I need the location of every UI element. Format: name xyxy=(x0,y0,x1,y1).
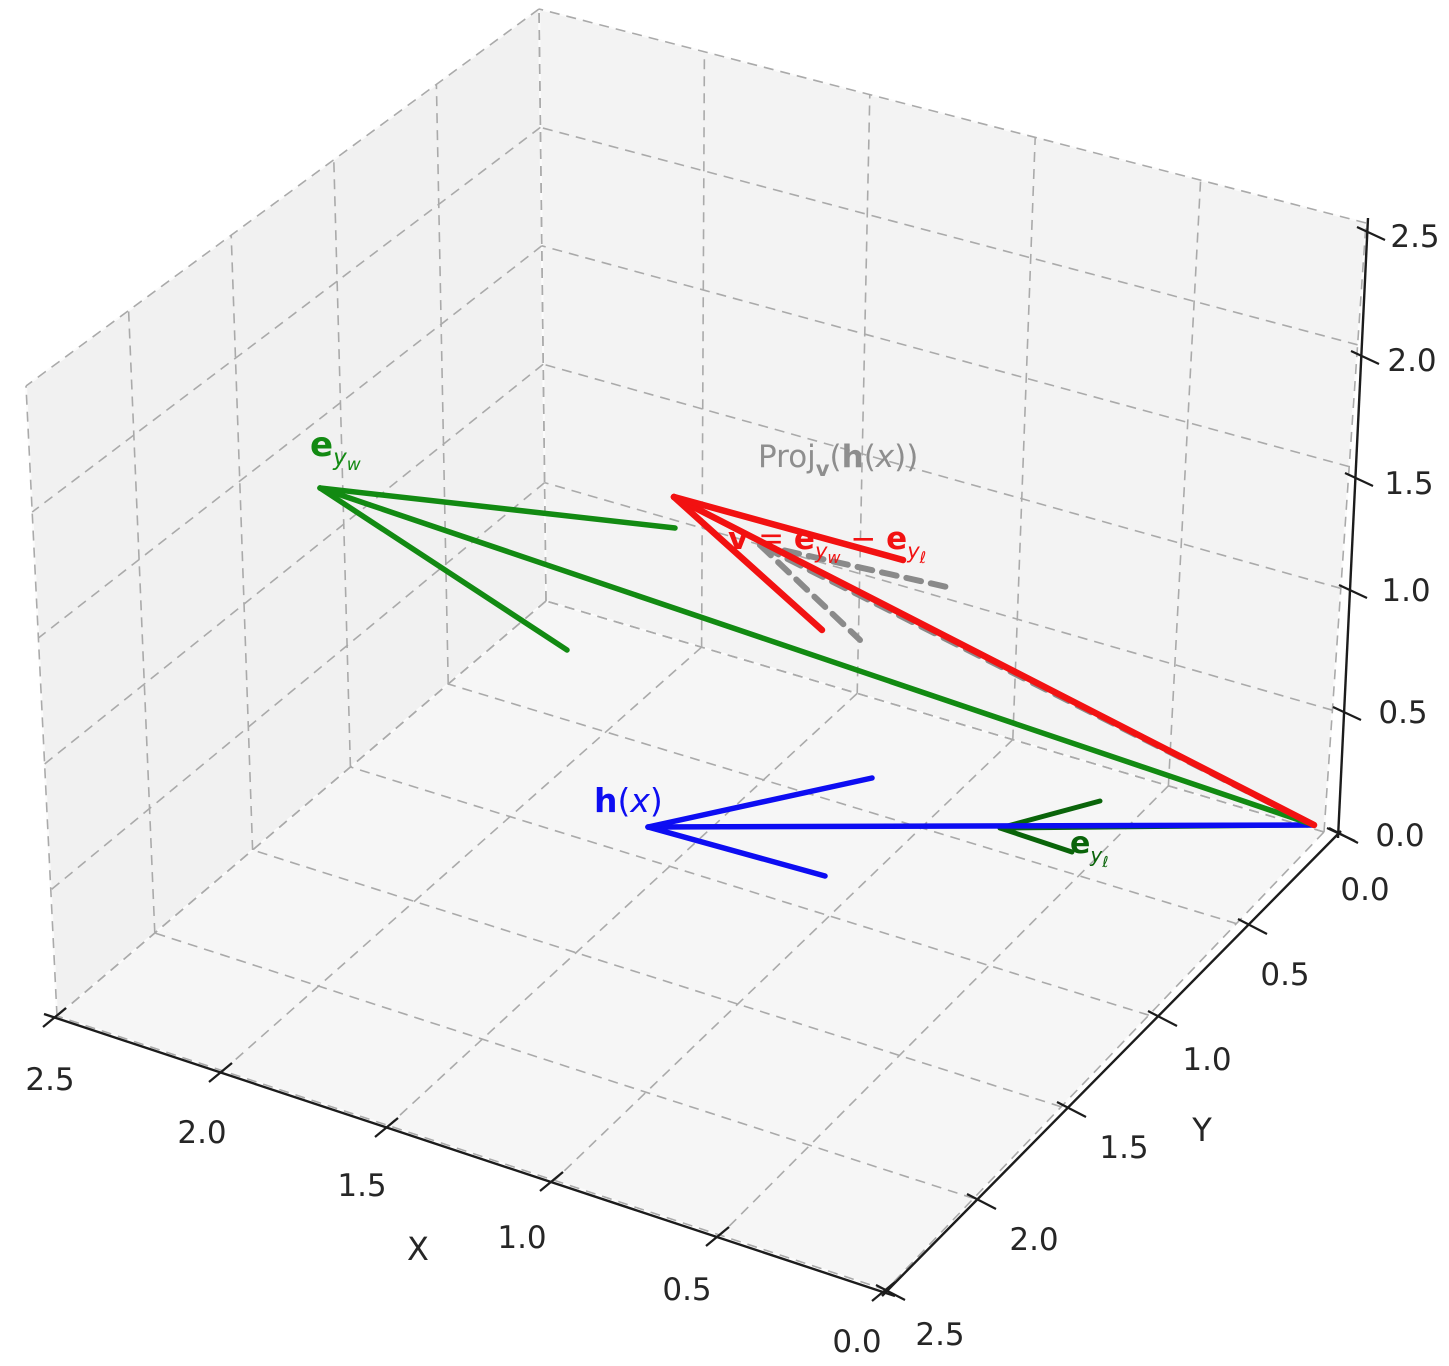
gridline-leftwall-const-y-1 xyxy=(435,84,449,685)
gridline-floor-const-x-1 xyxy=(719,785,1169,1236)
x-tick-label-0.0: 0.0 xyxy=(832,1324,881,1360)
vector-h-head-lower xyxy=(645,824,828,879)
label-h: h(x) xyxy=(594,781,663,820)
vector-h xyxy=(645,775,1317,879)
x-tick-mark-2.0 xyxy=(208,1062,233,1083)
gridline-floor-const-x-0 xyxy=(885,831,1325,1291)
x-tick-label-2.5: 2.5 xyxy=(25,1062,74,1098)
x-tick-label-0.5: 0.5 xyxy=(662,1272,711,1308)
z-tick-label-2.0: 2.0 xyxy=(1387,343,1436,379)
y-tick-mark-0.5 xyxy=(1237,918,1268,935)
gridline-floor-const-y-2 xyxy=(350,766,1150,1016)
x-tick-label-1.5: 1.5 xyxy=(337,1168,386,1204)
vector-e_yw xyxy=(317,485,1317,828)
label-e_yl: eyℓ xyxy=(1070,826,1108,871)
gridline-floor-const-x-4 xyxy=(222,646,703,1072)
y-tick-mark-2.5 xyxy=(875,1284,906,1301)
gridline-leftwall-const-y-4 xyxy=(127,310,156,934)
y-tick-mark-2.0 xyxy=(966,1193,997,1210)
x-tick-mark-0.0 xyxy=(871,1281,896,1302)
vector-h-shaft xyxy=(645,822,1317,830)
gridline-leftwall-const-z-0 xyxy=(56,600,547,1017)
gridlines xyxy=(25,8,1367,1291)
y-tick-label-2.5: 2.5 xyxy=(915,1317,964,1353)
vector-e_yw-shaft xyxy=(317,485,1317,828)
vector-e_yl-head-lower xyxy=(997,825,1075,855)
y-tick-label-1.0: 1.0 xyxy=(1182,1042,1231,1078)
gridline-leftwall-const-z-5 xyxy=(25,8,540,387)
gridline-rightwall-const-x-3 xyxy=(856,94,871,694)
z-tick-label-0.5: 0.5 xyxy=(1378,695,1427,731)
x-tick-mark-0.5 xyxy=(705,1226,730,1247)
label-e_yw: eyw xyxy=(310,425,361,475)
vector-e_yw-head-lower xyxy=(317,485,570,653)
x-axis-line xyxy=(43,1012,896,1298)
gridline-leftwall-const-y-0 xyxy=(538,8,547,602)
y-axis-line xyxy=(881,830,1342,1297)
vector-v-shaft xyxy=(670,493,1318,829)
y-tick-mark-1.5 xyxy=(1056,1101,1087,1118)
z-tick-mark-2.5 xyxy=(1356,226,1386,241)
z-tick-mark-0.5 xyxy=(1332,706,1362,721)
vector-v xyxy=(670,493,1318,829)
gridline-floor-const-y-4 xyxy=(154,932,974,1200)
label-v: v = eyw − eyℓ xyxy=(728,521,926,567)
x-tick-label-2.0: 2.0 xyxy=(177,1115,226,1151)
z-tick-mark-1.0 xyxy=(1338,584,1368,599)
gridline-floor-const-y-1 xyxy=(447,683,1237,925)
gridline-floor-const-y-5 xyxy=(56,1015,887,1291)
y-tick-label-1.5: 1.5 xyxy=(1099,1130,1148,1166)
gridline-floor-const-y-3 xyxy=(252,849,1062,1108)
gridline-leftwall-const-z-4 xyxy=(31,126,541,513)
vector-h-head-upper xyxy=(645,775,875,830)
panes xyxy=(24,7,1368,1292)
gridline-leftwall-const-y-5 xyxy=(25,385,58,1017)
gridline-leftwall-const-z-2 xyxy=(44,363,544,765)
y-tick-label-0.0: 0.0 xyxy=(1340,872,1389,908)
z-tick-mark-2.0 xyxy=(1350,350,1380,365)
y-axis-title: Y xyxy=(1191,1111,1212,1149)
axes: 0.0 0.5 1.0 1.5 2.0 2.5 0.0 0.5 1.0 1.5 2.0 2.5 0.0 0… xyxy=(25,217,1440,1360)
gridline-leftwall-const-z-3 xyxy=(37,245,543,639)
label-proj: Projv(h(x)) xyxy=(758,439,918,481)
gridline-rightwall-const-z-3 xyxy=(541,245,1350,468)
z-axis-line xyxy=(1336,217,1370,839)
vector-v-head-upper xyxy=(670,493,907,564)
gridline-rightwall-const-z-1 xyxy=(544,481,1333,711)
y-tick-label-2.0: 2.0 xyxy=(1009,1222,1058,1258)
vector-proj-head-lower xyxy=(757,542,863,643)
gridline-rightwall-const-z-4 xyxy=(540,126,1358,346)
gridline-rightwall-const-x-4 xyxy=(700,51,706,648)
z-tick-mark-1.5 xyxy=(1344,472,1374,487)
vector-e_yw-head-upper xyxy=(317,485,678,531)
y-tick-label-0.5: 0.5 xyxy=(1260,957,1309,993)
z-tick-label-1.0: 1.0 xyxy=(1381,573,1430,609)
x-tick-mark-1.0 xyxy=(539,1171,564,1192)
gridline-leftwall-const-z-1 xyxy=(50,481,546,891)
gridline-leftwall-const-y-3 xyxy=(230,235,254,851)
vector-proj-head-upper xyxy=(757,542,950,590)
vectors xyxy=(317,485,1318,879)
z-tick-label-2.5: 2.5 xyxy=(1390,219,1439,255)
x-tick-mark-2.5 xyxy=(42,1007,67,1028)
gridline-rightwall-const-z-5 xyxy=(538,8,1367,224)
gridline-rightwall-const-z-2 xyxy=(542,363,1342,590)
gridline-floor-const-x-2 xyxy=(553,739,1014,1181)
x-tick-label-1.0: 1.0 xyxy=(497,1220,546,1256)
gridline-rightwall-const-x-2 xyxy=(1012,137,1036,740)
x-tick-mark-1.5 xyxy=(374,1117,399,1138)
y-tick-mark-1.0 xyxy=(1147,1010,1178,1027)
z-tick-label-1.5: 1.5 xyxy=(1384,466,1433,502)
gridline-floor-const-x-3 xyxy=(388,692,858,1127)
vector-labels: h(x) eyw eyℓ v = eyw − eyℓ Projv(h(x)) xyxy=(310,425,1108,871)
z-tick-mark-0.0 xyxy=(1326,827,1356,842)
x-axis-title: X xyxy=(407,1230,429,1268)
vector-v-head-lower xyxy=(670,493,826,634)
z-tick-label-0.0: 0.0 xyxy=(1375,818,1424,854)
